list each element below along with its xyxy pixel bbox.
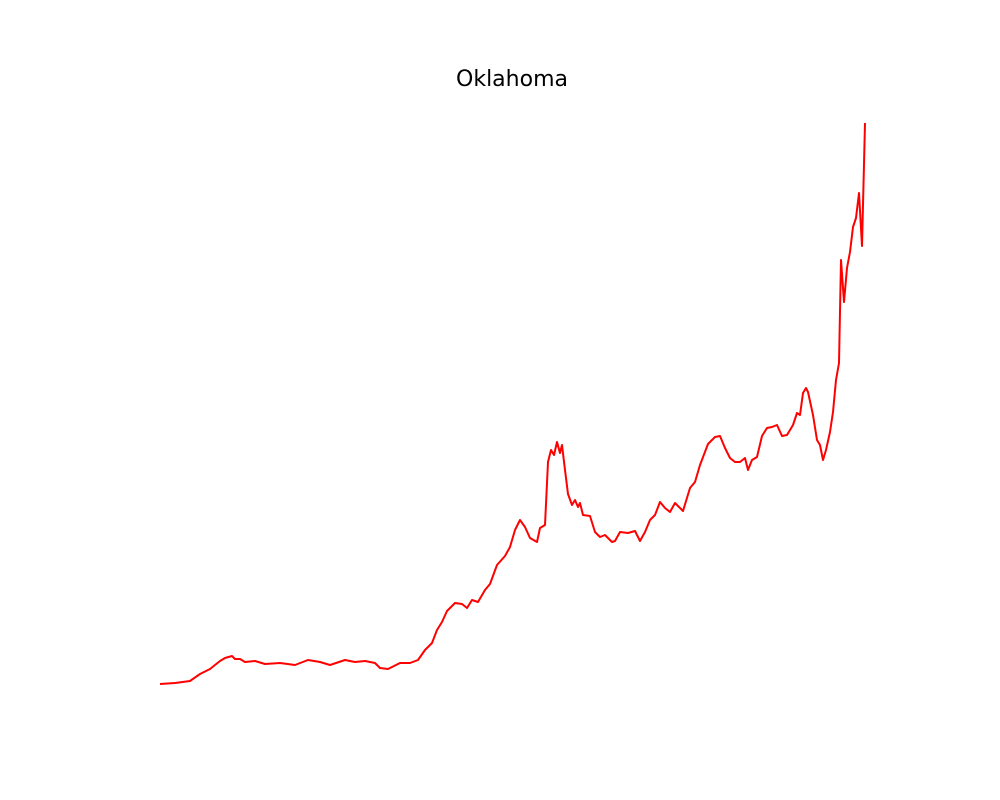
line-series xyxy=(159,122,866,685)
chart-title: Oklahoma xyxy=(456,67,568,92)
